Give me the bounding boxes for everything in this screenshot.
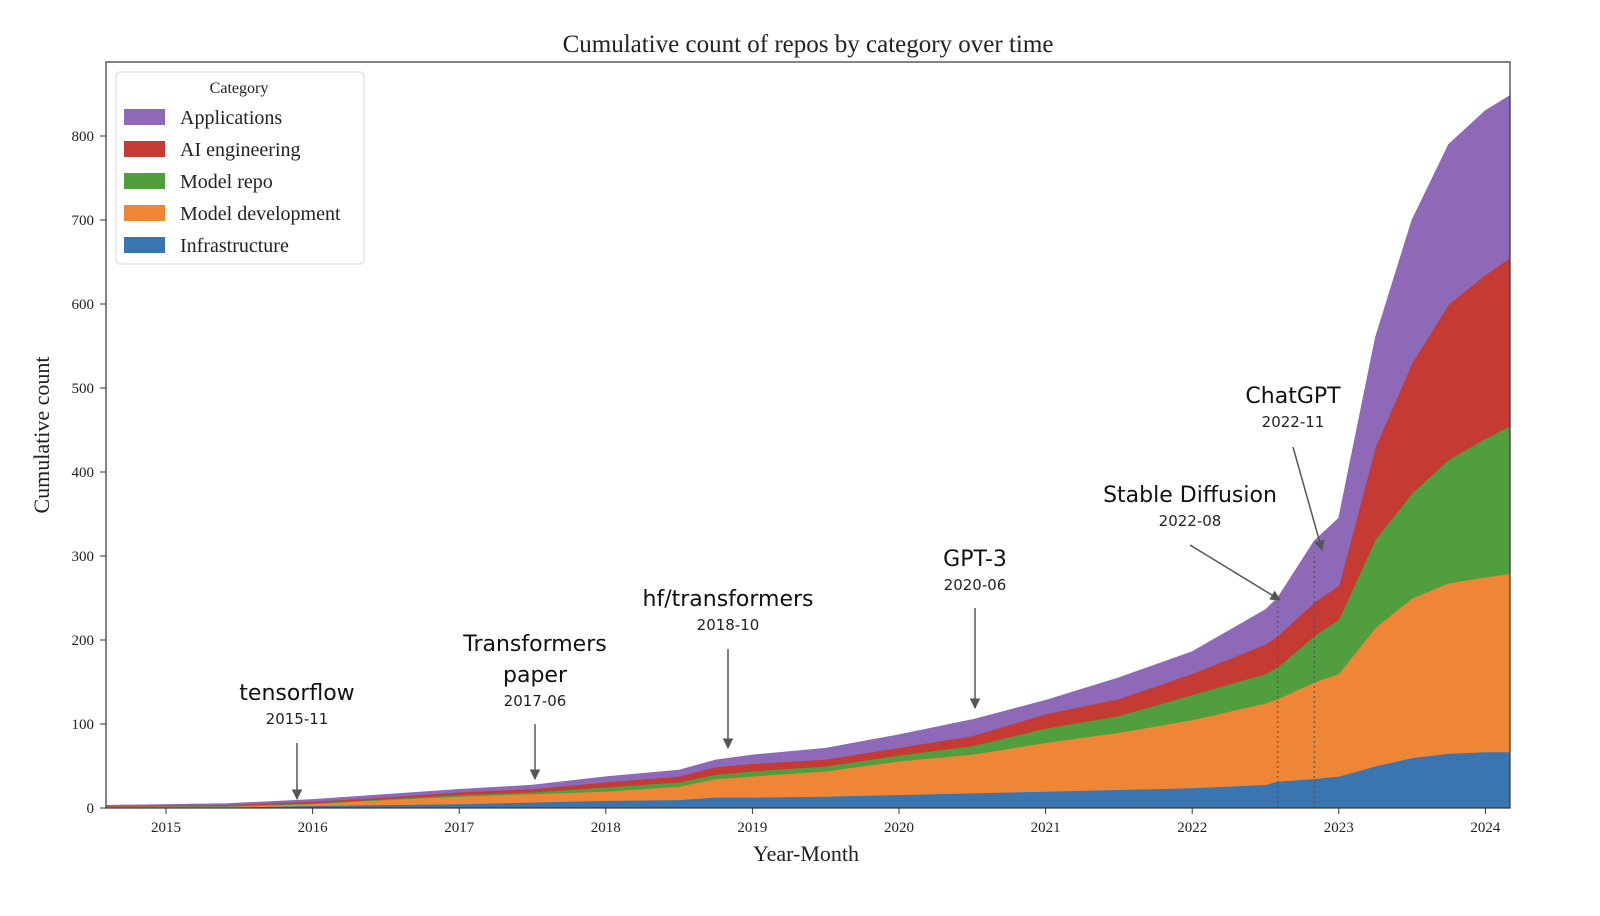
annotation-date: 2018-10 <box>697 616 760 634</box>
x-tick-label: 2020 <box>884 820 914 836</box>
annotation-label: ChatGPT <box>1245 384 1341 409</box>
y-axis-label: Cumulative count <box>29 356 54 513</box>
legend-swatch <box>124 141 165 157</box>
legend: Category Applications AI engineering Model… <box>115 71 365 265</box>
y-tick-label: 700 <box>72 213 95 229</box>
y-tick-label: 800 <box>72 129 95 145</box>
annotation-tensorflow: tensorflow 2015-11 <box>239 681 355 801</box>
x-tick-label: 2017 <box>444 820 475 836</box>
legend-swatch <box>124 237 165 253</box>
y-tick-label: 600 <box>72 297 95 313</box>
annotation-date: 2020-06 <box>944 576 1007 594</box>
y-tick-label: 400 <box>72 465 95 481</box>
x-tick-label: 2024 <box>1470 820 1501 836</box>
legend-label: Model development <box>180 203 341 225</box>
annotation-date: 2022-11 <box>1262 413 1325 431</box>
x-tick-label: 2019 <box>737 820 767 836</box>
y-tick-label: 0 <box>87 801 95 817</box>
x-tick-label: 2015 <box>151 820 181 836</box>
annotation-date: 2017-06 <box>504 692 567 710</box>
chart-title: Cumulative count of repos by category ov… <box>563 31 1054 58</box>
annotation-arrow <box>1189 544 1281 601</box>
annotation-transformers-paper: Transformers paper 2017-06 <box>462 632 607 781</box>
plot-frame <box>105 61 1511 809</box>
x-axis-label: Year-Month <box>753 841 859 866</box>
y-tick-label: 500 <box>72 381 95 397</box>
annotation-date: 2022-08 <box>1159 512 1222 530</box>
x-tick-label: 2016 <box>298 820 329 836</box>
annotation-stable-diffusion: Stable Diffusion 2022-08 <box>1103 483 1281 808</box>
annotation-label: Transformers <box>462 632 606 657</box>
x-tick-label: 2021 <box>1031 820 1061 836</box>
legend-title: Category <box>210 80 269 97</box>
legend-label: AI engineering <box>180 139 301 161</box>
x-tick-label: 2023 <box>1324 820 1354 836</box>
annotation-label: tensorflow <box>239 681 354 706</box>
annotation-gpt-3: GPT-3 2020-06 <box>943 547 1007 710</box>
legend-swatch <box>124 109 165 125</box>
annotation-label: paper <box>503 663 568 688</box>
y-tick-label: 100 <box>72 717 95 733</box>
annotation-date: 2015-11 <box>266 710 329 728</box>
x-tick-label: 2022 <box>1177 820 1207 836</box>
x-tick-label: 2018 <box>591 820 621 836</box>
legend-label: Model repo <box>180 171 273 193</box>
annotation-label: hf/transformers <box>643 587 814 612</box>
annotation-label: Stable Diffusion <box>1103 483 1277 508</box>
annotation-hf-transformers: hf/transformers 2018-10 <box>643 587 814 750</box>
legend-label: Infrastructure <box>180 235 289 257</box>
y-tick-label: 300 <box>72 549 95 565</box>
legend-swatch <box>124 205 165 221</box>
y-tick-label: 200 <box>72 633 95 649</box>
annotation-arrow <box>1292 446 1325 552</box>
annotation-chatgpt: ChatGPT 2022-11 <box>1245 384 1341 808</box>
legend-swatch <box>124 173 165 189</box>
legend-label: Applications <box>180 107 282 129</box>
annotation-label: GPT-3 <box>943 547 1007 572</box>
